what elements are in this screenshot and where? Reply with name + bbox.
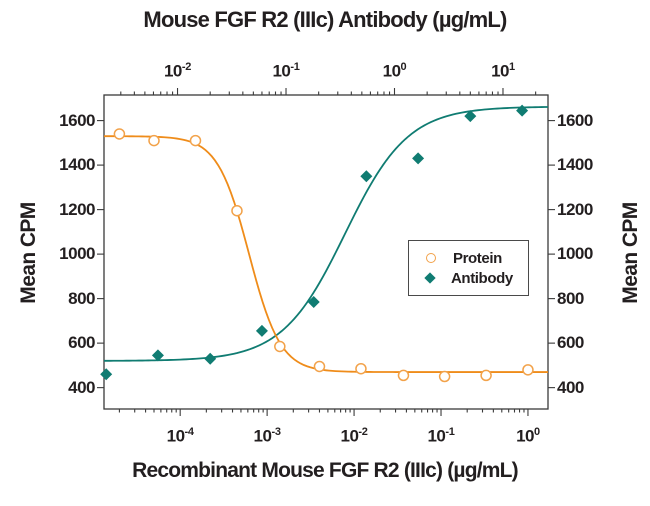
antibody-diamond-icon: [424, 272, 436, 284]
y-tick-label-right: 1600: [557, 110, 593, 130]
antibody-point: [360, 170, 373, 183]
x-tick-label-top: 100: [382, 61, 407, 81]
protein-open-circle-icon: [426, 253, 436, 263]
protein-fit-curve: [103, 135, 548, 373]
y-tick-label-left: 1400: [59, 155, 95, 175]
y-tick-label-left: 1200: [59, 199, 95, 219]
x-tick-label-bottom: 100: [516, 426, 540, 446]
antibody-point: [464, 110, 477, 123]
y-tick-label-right: 800: [557, 288, 584, 308]
x-tick-label-top: 10-2: [163, 61, 192, 81]
antibody-point: [255, 324, 268, 337]
protein-point: [522, 364, 534, 376]
antibody-point: [151, 349, 164, 362]
y-tick-label-left: 1600: [59, 110, 95, 130]
antibody-point: [412, 152, 425, 165]
legend-box: Protein Antibody: [408, 240, 529, 296]
plot-border: [103, 94, 549, 410]
legend-item-protein: Protein: [426, 249, 528, 267]
y-tick-label-right: 1000: [557, 244, 593, 264]
antibody-point: [100, 368, 113, 381]
protein-point: [189, 134, 202, 147]
antibody-point: [516, 104, 529, 117]
antibody-point: [307, 295, 320, 308]
legend-label: Protein: [453, 249, 502, 267]
protein-point: [231, 204, 243, 217]
protein-point: [438, 370, 451, 383]
x-tick-label-bottom: 10-2: [340, 426, 368, 446]
y-tick-label-right: 400: [557, 377, 584, 397]
y-tick-label-right: 1400: [557, 155, 593, 175]
x-tick-label-top: 10-1: [272, 61, 300, 81]
antibody-data-points: [100, 104, 529, 381]
protein-point: [113, 128, 126, 140]
protein-data-points: [113, 128, 534, 383]
y-tick-label-left: 1000: [59, 244, 95, 264]
legend-label: Antibody: [451, 269, 513, 287]
legend-item-antibody: Antibody: [424, 269, 528, 287]
antibody-fit-curve: [103, 106, 549, 362]
protein-point: [313, 360, 326, 373]
protein-point: [148, 134, 160, 147]
protein-point: [274, 340, 286, 353]
y-tick-label-left: 400: [68, 377, 95, 397]
antibody-point: [204, 352, 217, 365]
bottom-axis-title: Recombinant Mouse FGF R2 (IIIc) (µg/mL): [132, 459, 519, 482]
protein-point: [480, 369, 492, 382]
x-tick-label-top: 101: [491, 61, 515, 81]
x-tick-label-bottom: 10-1: [427, 426, 455, 446]
protein-point: [397, 369, 410, 382]
y-tick-label-left: 800: [68, 288, 95, 308]
protein-point: [355, 362, 367, 375]
x-tick-label-bottom: 10-4: [166, 426, 194, 446]
y-tick-label-right: 1200: [557, 199, 593, 219]
y-tick-label-right: 600: [557, 333, 584, 353]
y-tick-label-left: 600: [68, 333, 95, 353]
top-axis-title: Mouse FGF R2 (IIIc) Antibody (µg/mL): [143, 7, 507, 32]
x-tick-label-bottom: 10-3: [253, 426, 281, 446]
